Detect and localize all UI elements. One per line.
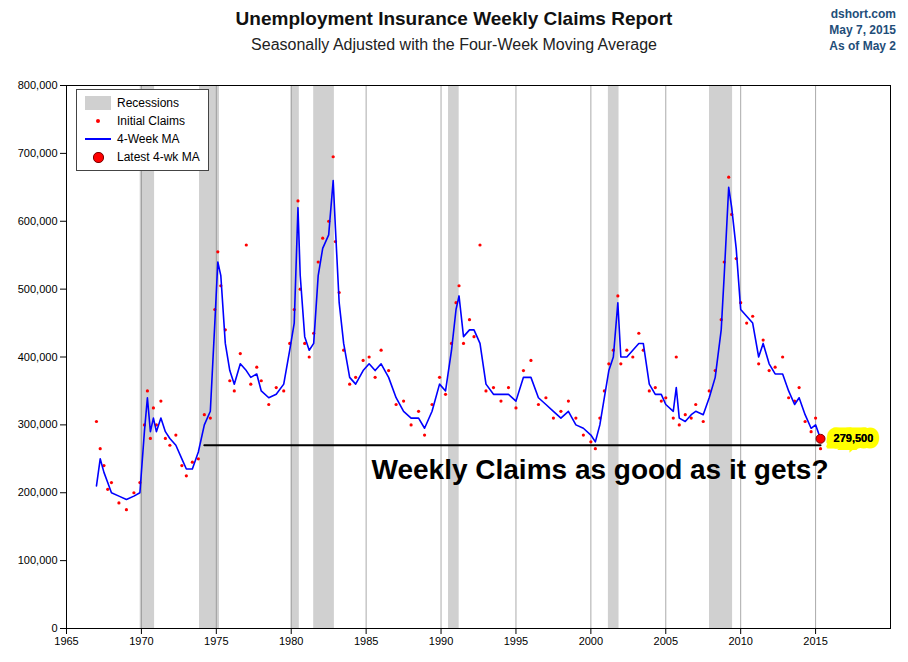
- svg-text:0: 0: [51, 622, 57, 634]
- svg-text:1980: 1980: [279, 635, 303, 647]
- html-text:4-Week MA: 4-Week MA: [117, 132, 180, 146]
- svg-text:100,000: 100,000: [18, 554, 58, 566]
- svg-text:300,000: 300,000: [18, 418, 58, 430]
- html-text:Recessions: Recessions: [117, 96, 179, 110]
- svg-text:600,000: 600,000: [18, 215, 58, 227]
- svg-text:2010: 2010: [728, 635, 752, 647]
- svg-text:1995: 1995: [504, 635, 528, 647]
- html-text:As of May 2: As of May 2: [829, 39, 896, 53]
- svg-text:2005: 2005: [654, 635, 678, 647]
- svg-text:1985: 1985: [354, 635, 378, 647]
- svg-text:1970: 1970: [129, 635, 153, 647]
- svg-text:1990: 1990: [429, 635, 453, 647]
- svg-text:Weekly Claims as good as it ge: Weekly Claims as good as it gets?: [372, 454, 829, 485]
- html-text:dshort.com: dshort.com: [830, 7, 896, 21]
- svg-text:279,500: 279,500: [834, 432, 874, 444]
- svg-text:2015: 2015: [803, 635, 827, 647]
- svg-text:279,500: 279,500: [834, 432, 874, 444]
- svg-text:800,000: 800,000: [18, 79, 58, 91]
- html-text:Seasonally Adjusted with the F: Seasonally Adjusted with the Four-Week M…: [251, 36, 657, 53]
- html-text:Latest 4-wk MA: Latest 4-wk MA: [117, 150, 200, 164]
- html-text:Unemployment Insurance Weekly: Unemployment Insurance Weekly Claims Rep…: [235, 8, 673, 29]
- svg-text:1975: 1975: [204, 635, 228, 647]
- html-text:May 7, 2015: May 7, 2015: [829, 23, 896, 37]
- svg-text:700,000: 700,000: [18, 147, 58, 159]
- svg-text:200,000: 200,000: [18, 486, 58, 498]
- svg-text:1965: 1965: [54, 635, 78, 647]
- svg-text:2000: 2000: [579, 635, 603, 647]
- svg-text:500,000: 500,000: [18, 283, 58, 295]
- svg-text:400,000: 400,000: [18, 351, 58, 363]
- html-text:Initial Claims: Initial Claims: [117, 114, 185, 128]
